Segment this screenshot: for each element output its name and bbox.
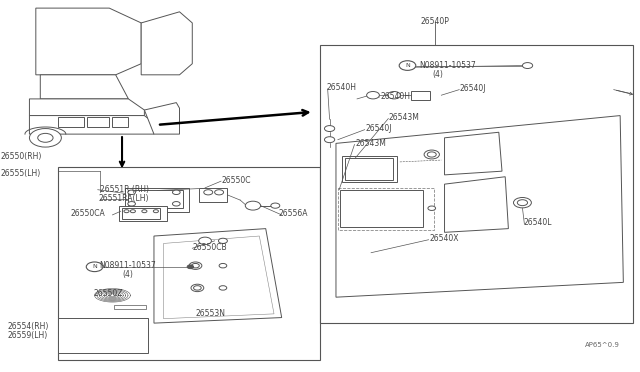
Circle shape (38, 134, 53, 142)
Circle shape (204, 190, 212, 195)
Circle shape (513, 198, 531, 208)
Circle shape (218, 238, 227, 243)
Circle shape (187, 265, 193, 269)
Bar (122, 208, 161, 219)
Bar (320, 45, 633, 323)
Polygon shape (145, 103, 179, 134)
Bar (340, 190, 424, 227)
Text: 26540H: 26540H (381, 92, 411, 101)
Bar (87, 118, 109, 127)
Polygon shape (141, 12, 192, 75)
Circle shape (367, 92, 380, 99)
Circle shape (245, 201, 260, 210)
Circle shape (271, 203, 280, 208)
Polygon shape (36, 8, 141, 75)
Circle shape (424, 150, 440, 159)
Text: 26540L: 26540L (523, 218, 552, 227)
Text: N08911-10537: N08911-10537 (100, 261, 156, 270)
Text: 26550(RH): 26550(RH) (1, 152, 42, 161)
Polygon shape (154, 229, 282, 323)
Circle shape (191, 263, 199, 268)
Bar (412, 91, 431, 100)
Bar (198, 188, 227, 202)
Circle shape (124, 210, 129, 213)
Bar (129, 190, 182, 208)
Text: 26551RA(LH): 26551RA(LH) (99, 195, 149, 203)
Text: 26553N: 26553N (195, 310, 225, 318)
Bar (342, 156, 397, 182)
Circle shape (173, 202, 180, 206)
Text: N: N (92, 264, 97, 269)
Circle shape (189, 262, 202, 269)
Text: N: N (405, 63, 410, 68)
Text: 26540J: 26540J (366, 124, 392, 133)
Circle shape (219, 286, 227, 290)
Circle shape (214, 190, 223, 195)
Polygon shape (445, 132, 502, 175)
Text: N08911-10537: N08911-10537 (419, 61, 476, 70)
Circle shape (128, 190, 136, 195)
Text: 26556A: 26556A (278, 209, 308, 218)
Circle shape (131, 210, 136, 213)
Text: AP65^0.9: AP65^0.9 (585, 342, 620, 348)
Text: 26550C: 26550C (221, 176, 250, 185)
Bar (58, 318, 148, 353)
Bar (58, 118, 84, 127)
Circle shape (324, 126, 335, 132)
Bar (119, 206, 167, 221)
Text: 26540X: 26540X (430, 234, 460, 243)
Circle shape (219, 263, 227, 268)
Polygon shape (40, 75, 129, 99)
Bar (58, 167, 320, 360)
Text: 26540P: 26540P (420, 17, 449, 26)
Bar (113, 118, 129, 127)
Circle shape (517, 200, 527, 206)
Circle shape (428, 206, 436, 211)
Text: 26551R (RH): 26551R (RH) (100, 185, 148, 194)
Circle shape (193, 286, 201, 290)
Circle shape (428, 152, 436, 157)
Circle shape (191, 284, 204, 292)
Text: 26540H: 26540H (326, 83, 356, 92)
Bar (115, 305, 147, 309)
Text: 26543M: 26543M (389, 113, 420, 122)
Text: 26543M: 26543M (355, 139, 386, 148)
Text: (4): (4) (433, 70, 444, 78)
Polygon shape (29, 99, 145, 116)
Text: 26540J: 26540J (460, 84, 486, 93)
Circle shape (522, 62, 532, 68)
Bar (338, 188, 434, 231)
Circle shape (399, 61, 416, 70)
Text: 26559(LH): 26559(LH) (7, 331, 47, 340)
Circle shape (198, 237, 211, 244)
Text: 26554(RH): 26554(RH) (7, 321, 49, 331)
Circle shape (173, 190, 180, 195)
Circle shape (388, 92, 401, 99)
Circle shape (142, 210, 147, 213)
Circle shape (29, 129, 61, 147)
Polygon shape (336, 116, 623, 297)
Circle shape (86, 262, 103, 272)
Circle shape (154, 210, 159, 213)
Text: 26550Z: 26550Z (93, 289, 123, 298)
Text: 26555(LH): 26555(LH) (1, 169, 41, 177)
Circle shape (324, 137, 335, 142)
Polygon shape (29, 116, 154, 134)
Bar (345, 158, 394, 180)
Text: (4): (4) (122, 270, 133, 279)
Circle shape (128, 202, 136, 206)
Polygon shape (445, 177, 508, 232)
Text: 26550CA: 26550CA (71, 209, 106, 218)
Text: 26550CB: 26550CB (192, 243, 227, 251)
Bar (125, 188, 189, 212)
